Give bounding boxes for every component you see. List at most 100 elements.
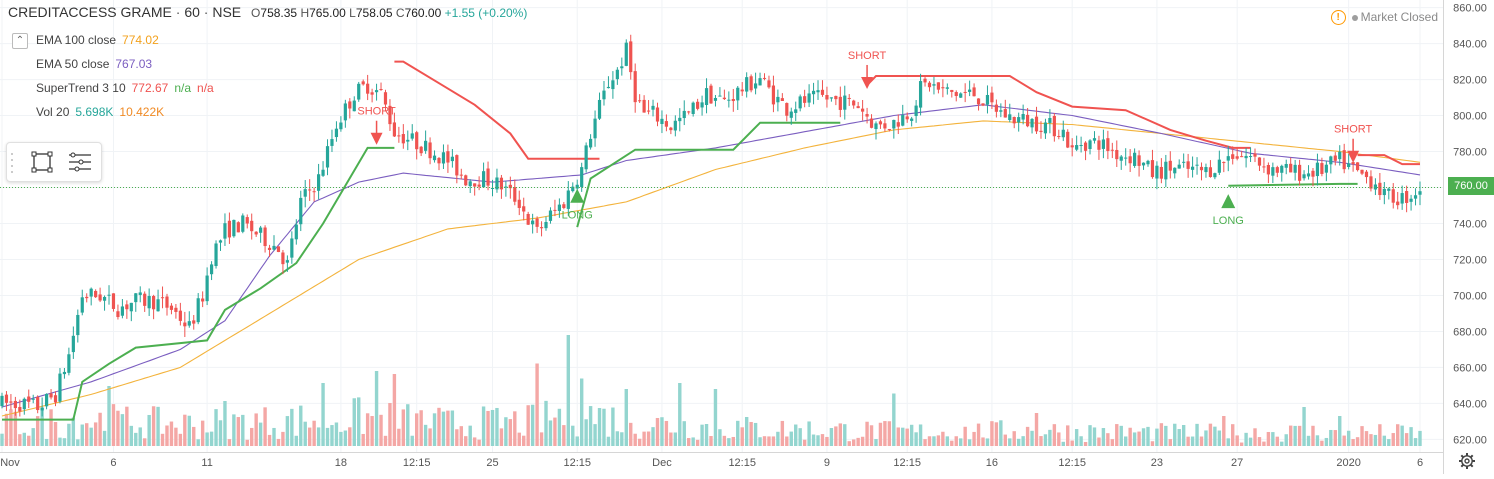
volume-bar xyxy=(406,404,410,446)
candle-body xyxy=(981,103,985,106)
volume-bar xyxy=(71,417,76,446)
volume-bar xyxy=(1400,425,1404,446)
volume-bar xyxy=(687,438,691,446)
candle-body xyxy=(366,83,370,94)
candle-body xyxy=(379,89,383,91)
short-arrow-icon xyxy=(1347,150,1360,163)
market-status[interactable]: ! Market Closed xyxy=(1330,10,1438,26)
candle-body xyxy=(481,171,486,188)
short-arrow-icon xyxy=(861,76,874,89)
volume-bar xyxy=(887,421,892,446)
indicator-supertrend[interactable]: SuperTrend 3 10 772.67 n/a n/a xyxy=(36,81,214,95)
chevron-up-icon[interactable]: ⌃ xyxy=(12,33,28,49)
volume-bar xyxy=(446,410,450,446)
candle-body xyxy=(1119,156,1123,161)
x-tick-label: 2020 xyxy=(1336,457,1360,469)
candle-body xyxy=(218,240,223,243)
volume-bar xyxy=(999,420,1003,446)
volume-bar xyxy=(700,424,704,446)
volume-bar xyxy=(1083,441,1088,446)
volume-bar xyxy=(1333,430,1337,446)
volume-bar xyxy=(651,427,655,446)
candle-body xyxy=(1324,164,1328,173)
short-label: SHORT xyxy=(848,50,887,62)
candle-body xyxy=(865,114,869,117)
grid xyxy=(0,0,1443,452)
candle-body xyxy=(704,88,709,105)
candle-body xyxy=(1222,162,1226,164)
candle-body xyxy=(789,111,793,118)
indicator-volume[interactable]: Vol 20 5.698K 10.422K xyxy=(36,105,165,119)
time-axis[interactable]: Nov 6 11 18 12:15 25 12:15 Dec 12:15 9 12:15 16 12:1… xyxy=(0,452,1443,470)
candle-body xyxy=(165,296,169,308)
grip-icon[interactable] xyxy=(11,151,13,173)
volume-bar xyxy=(575,436,579,446)
candle-body xyxy=(927,82,932,88)
volume-bar xyxy=(365,413,370,446)
candle-body xyxy=(27,396,31,402)
candle-body xyxy=(1382,188,1386,196)
candle-body xyxy=(959,93,963,98)
candle-body xyxy=(1240,156,1244,158)
candle-body xyxy=(794,109,798,113)
volume-bar xyxy=(120,414,125,446)
volume-bar xyxy=(713,389,718,446)
volume-bar xyxy=(802,439,807,446)
candle-body xyxy=(1306,173,1311,177)
volume-bar xyxy=(642,431,646,446)
volume-bar xyxy=(1231,424,1235,446)
candle-body xyxy=(1128,156,1132,164)
volume-bar xyxy=(76,439,80,446)
candle-body xyxy=(254,231,258,235)
volume-bar xyxy=(1217,430,1222,446)
volume-bar xyxy=(1315,435,1320,446)
indicator-ema50[interactable]: EMA 50 close 767.03 xyxy=(36,57,153,71)
volume-bar xyxy=(1226,438,1230,446)
volume-bar xyxy=(709,436,713,446)
candle-body xyxy=(522,206,526,212)
candle-body xyxy=(147,296,151,309)
volume-bar xyxy=(972,431,976,446)
volume-bar xyxy=(183,414,187,446)
volume-bar xyxy=(1329,429,1333,446)
candle-body xyxy=(1347,163,1351,167)
rectangle-tool-icon[interactable] xyxy=(29,149,55,175)
volume-bar xyxy=(1288,425,1293,446)
candle-body xyxy=(31,398,35,400)
y-tick-label: 820.00 xyxy=(1453,75,1487,87)
candle-body xyxy=(985,94,990,105)
volume-bar xyxy=(646,431,651,446)
candle-body xyxy=(1199,166,1204,171)
drawing-toolbox xyxy=(6,142,102,182)
volume-bar xyxy=(49,409,53,446)
volume-bar xyxy=(89,427,93,446)
volume-bar xyxy=(718,429,722,446)
candle-body xyxy=(713,97,718,101)
supertrend-long-segment xyxy=(576,121,841,228)
volume-bar xyxy=(200,420,205,446)
volume-bar xyxy=(985,438,990,446)
candle-body xyxy=(1043,122,1048,134)
candle-body xyxy=(9,401,13,403)
short-label: SHORT xyxy=(1334,124,1373,136)
lines-tool-icon[interactable] xyxy=(67,149,93,175)
volume-bar xyxy=(58,437,62,446)
symbol-name[interactable]: CREDITACCESS GRAME xyxy=(8,4,172,20)
interval[interactable]: 60 xyxy=(184,4,200,20)
volume-bar xyxy=(357,397,361,446)
candle-body xyxy=(905,116,909,120)
indicator-ema100[interactable]: EMA 100 close 774.02 xyxy=(36,33,159,47)
volume-bar xyxy=(1052,424,1057,446)
candle-body xyxy=(308,189,312,191)
volume-bar xyxy=(816,435,820,446)
candle-body xyxy=(209,264,214,275)
volume-bar xyxy=(160,433,165,446)
candle-body xyxy=(1280,165,1284,173)
price-axis[interactable]: 620.00 640.00 660.00 680.00 700.00 720.00 740.… xyxy=(1443,0,1487,474)
gear-icon[interactable] xyxy=(1458,452,1476,470)
candle-body xyxy=(508,184,512,189)
candle-body xyxy=(910,118,914,121)
candle-body xyxy=(334,128,339,138)
